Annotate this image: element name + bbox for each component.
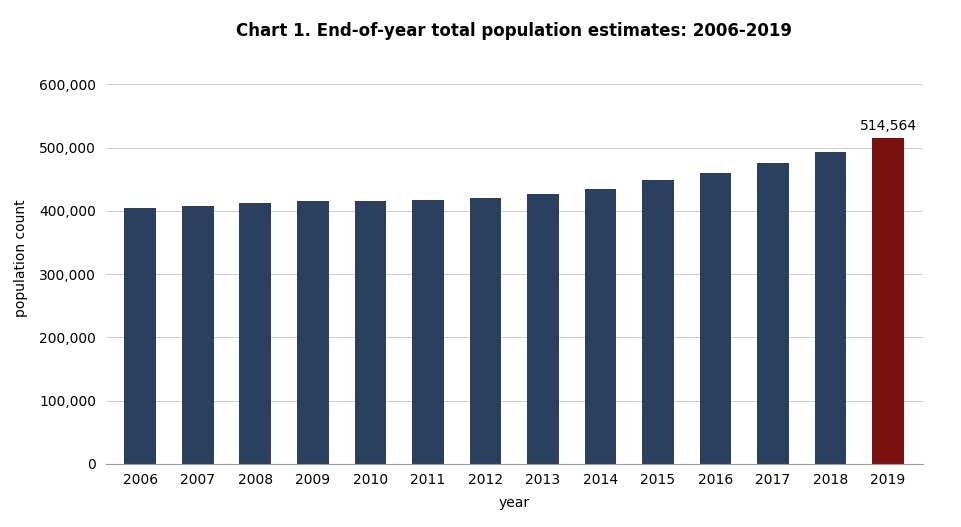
Bar <box>584 189 616 464</box>
Bar <box>700 173 731 464</box>
Bar <box>757 163 789 464</box>
Text: 514,564: 514,564 <box>859 119 917 133</box>
Bar <box>470 198 502 464</box>
Bar <box>182 206 213 464</box>
Bar <box>815 152 847 464</box>
Bar <box>239 203 271 464</box>
X-axis label: year: year <box>499 496 530 510</box>
Bar <box>355 201 386 464</box>
Bar <box>642 180 674 464</box>
Bar <box>873 139 904 464</box>
Bar <box>297 201 329 464</box>
Bar <box>412 200 444 464</box>
Title: Chart 1. End-of-year total population estimates: 2006-2019: Chart 1. End-of-year total population es… <box>236 22 792 40</box>
Bar <box>124 208 156 464</box>
Y-axis label: population count: population count <box>13 199 28 317</box>
Bar <box>527 194 558 464</box>
